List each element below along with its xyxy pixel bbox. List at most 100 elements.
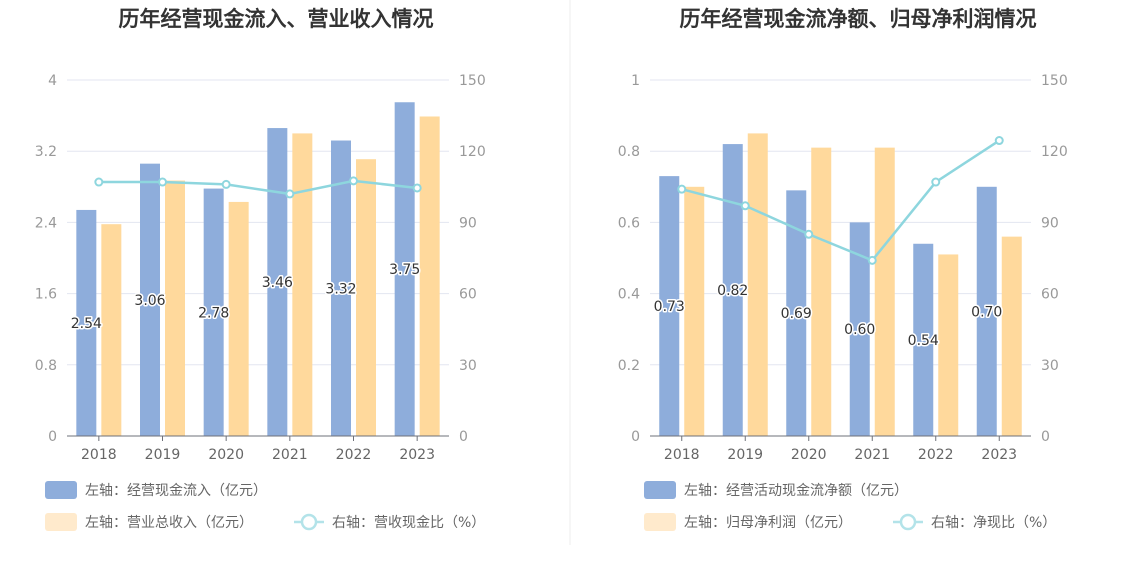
y-axis-right-tick-label: 150 — [1041, 73, 1068, 89]
y-axis-right-tick-label: 120 — [459, 144, 486, 160]
legend-swatch — [644, 513, 676, 531]
line-point — [740, 201, 750, 211]
y-axis-right-tick-label: 90 — [459, 215, 477, 231]
y-axis-right-tick-label: 90 — [1041, 215, 1059, 231]
line-point — [221, 179, 231, 189]
y-axis-right-tick-label: 150 — [459, 73, 486, 89]
bar — [938, 254, 959, 436]
chart-title: 历年经营现金流入、营业收入情况 — [119, 7, 434, 31]
bar — [747, 133, 768, 436]
y-axis-left-tick-label: 0.4 — [618, 287, 640, 303]
y-axis-left-tick-label: 2.4 — [35, 215, 57, 231]
y-axis-left-tick-label: 1 — [631, 73, 640, 89]
x-axis-tick-label: 2021 — [854, 447, 890, 463]
bar-data-label: 0.82 — [717, 283, 748, 299]
y-axis-left-tick-label: 0.8 — [618, 144, 640, 160]
x-axis-tick-label: 2018 — [81, 447, 117, 463]
bar — [331, 140, 351, 436]
y-axis-right-tick-label: 0 — [459, 429, 468, 445]
legend-item[interactable]: 右轴：净现比（%） — [893, 513, 1056, 531]
y-axis-left-tick-label: 0.6 — [618, 215, 640, 231]
legend-label: 左轴：营业总收入（亿元） — [85, 515, 253, 531]
bar-data-label: 2.54 — [71, 316, 102, 332]
x-axis-tick-label: 2022 — [918, 447, 954, 463]
bar — [76, 209, 97, 436]
chart-panel-net-cash-flow: 历年经营现金流净额、归母净利润情况 0 0.2 0.4 0.6 0.8 1 0 30 60 90 1… — [618, 7, 1068, 531]
bar — [976, 186, 997, 436]
bar — [101, 224, 122, 436]
legend-item[interactable]: 左轴：经营活动现金流净额（亿元） — [644, 481, 908, 499]
bar — [811, 147, 832, 436]
line-series — [98, 179, 418, 196]
y-axis-left-tick-label: 0.2 — [618, 358, 640, 374]
y-axis-left-tick-label: 0 — [631, 429, 640, 445]
legend: 左轴：经营活动现金流净额（亿元） 左轴：归母净利润（亿元） 右轴：净现比（%） — [644, 481, 1056, 531]
bar — [203, 188, 224, 436]
y-axis-right-tick-label: 60 — [1041, 287, 1059, 303]
legend-marker-icon — [300, 513, 318, 531]
legend-swatch — [644, 481, 676, 499]
x-axis-tick-label: 2023 — [981, 447, 1017, 463]
y-axis-left-tick-label: 3.2 — [35, 144, 57, 160]
bar — [722, 144, 743, 436]
bar — [874, 147, 895, 436]
bar — [292, 133, 313, 436]
y-axis-right-tick-label: 0 — [1041, 429, 1050, 445]
line-point — [94, 177, 104, 187]
legend-label: 左轴：归母净利润（亿元） — [684, 514, 852, 531]
bar — [419, 116, 440, 437]
bar — [913, 243, 934, 436]
line-point — [349, 176, 358, 186]
x-axis-tick-label: 2022 — [336, 447, 372, 463]
bar — [659, 176, 680, 436]
bar — [140, 163, 160, 436]
bar-data-label: 3.32 — [325, 281, 356, 297]
bar — [849, 222, 870, 436]
bar — [786, 190, 807, 436]
legend-item[interactable]: 左轴：归母净利润（亿元） — [644, 513, 852, 531]
bar — [1001, 236, 1022, 436]
legend-label: 左轴：经营现金流入（亿元） — [85, 483, 267, 499]
legend-marker-icon — [899, 513, 917, 531]
legend: 左轴：经营现金流入（亿元） 左轴：营业总收入（亿元） 右轴：营收现金比（%） — [45, 481, 485, 531]
legend-swatch — [45, 481, 77, 499]
bar-data-label: 0.70 — [971, 304, 1002, 320]
bar — [267, 128, 288, 436]
bar — [684, 186, 705, 436]
line-point — [285, 189, 295, 199]
line-point — [867, 255, 877, 265]
bar-data-label: 0.73 — [654, 299, 685, 315]
y-axis-left-tick-label: 0.8 — [35, 358, 57, 374]
bar — [356, 159, 376, 436]
line-point — [931, 177, 941, 187]
legend-label: 右轴：营收现金比（%） — [332, 515, 485, 531]
y-axis-right-tick-label: 120 — [1041, 144, 1068, 160]
legend-item[interactable]: 左轴：营业总收入（亿元） — [45, 513, 253, 531]
line-series — [681, 139, 1000, 262]
legend-swatch — [45, 513, 77, 531]
y-axis-right-tick-label: 60 — [459, 287, 477, 303]
x-axis-tick-label: 2021 — [272, 447, 308, 463]
bar-data-label: 0.69 — [781, 306, 812, 322]
bar-data-label: 2.78 — [198, 305, 229, 321]
plot-area: 0 0.8 1.6 2.4 3.2 4 0 30 60 90 120 150 2018 2019 2020 2… — [35, 73, 486, 463]
line-point — [412, 183, 422, 193]
bar — [228, 201, 249, 436]
legend-item[interactable]: 左轴：经营现金流入（亿元） — [45, 481, 267, 499]
bar-data-label: 3.06 — [134, 293, 165, 309]
x-axis-tick-label: 2018 — [664, 447, 700, 463]
line-point — [158, 177, 167, 187]
y-axis-left-tick-label: 4 — [48, 73, 57, 89]
bar-data-label: 0.54 — [908, 333, 939, 349]
line-point — [804, 229, 814, 239]
bar — [165, 180, 185, 436]
line-point — [677, 184, 687, 194]
line-point — [994, 136, 1004, 146]
x-axis-tick-label: 2019 — [727, 447, 763, 463]
chart-title: 历年经营现金流净额、归母净利润情况 — [680, 7, 1037, 31]
bar-data-label: 3.46 — [262, 275, 293, 291]
legend-item[interactable]: 右轴：营收现金比（%） — [294, 513, 485, 531]
plot-area: 0 0.2 0.4 0.6 0.8 1 0 30 60 90 120 150 2018 2019 2020 2… — [618, 73, 1068, 463]
